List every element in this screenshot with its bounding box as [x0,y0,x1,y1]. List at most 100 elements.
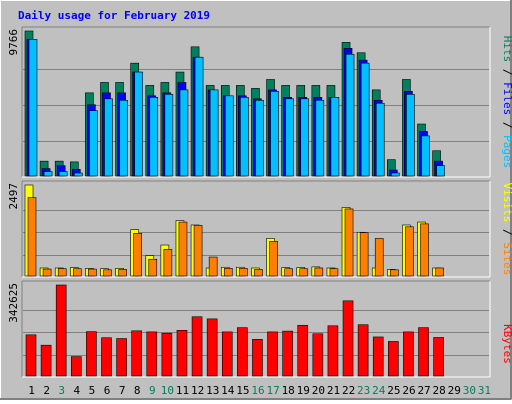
pages-bar [270,91,279,177]
pages-bar [330,97,340,177]
sites-bar [72,268,82,277]
day-label: 23 [357,384,370,397]
day-label: 7 [119,384,126,397]
kbytes-bar [40,344,52,377]
day-label: 13 [206,384,219,397]
pages-bar [436,165,445,177]
y-max-label-3: 342625 [7,283,20,323]
day-label: 20 [312,384,325,397]
kbytes-bar [267,331,278,377]
sites-bar [299,268,309,277]
day-label: 6 [104,384,111,397]
sites-bar [435,267,444,277]
day-label: 15 [236,384,249,397]
y-max-label-1: 9766 [7,29,20,56]
kbytes-bar [372,336,384,377]
legend-pages: Pages [501,135,512,168]
pages-bar [345,53,355,177]
kbytes-bar [55,284,67,377]
kbytes-bar [237,327,248,377]
pages-bar [134,71,143,177]
pages-bar [421,135,430,177]
kbytes-bar [297,324,309,377]
sites-bar [27,197,37,277]
day-label: 10 [161,384,174,397]
sites-bar [178,221,188,277]
day-label: 22 [342,384,355,397]
pages-bar [375,102,385,177]
kbytes-bar [388,341,399,377]
pages-bar [240,97,249,177]
day-label: 18 [282,384,295,397]
day-label: 1 [28,384,35,397]
sites-bar [42,268,52,277]
sites-bar [223,268,233,277]
sites-bar [344,208,354,277]
kbytes-bar [221,331,233,377]
pages-bar [224,95,234,177]
pages-bar [360,62,370,177]
pages-bar [179,89,189,177]
legend-sites: Sites [501,242,512,275]
sites-bar [163,249,173,277]
pages-bar [391,172,400,177]
pages-bar [194,56,204,177]
kbytes-bar [131,330,142,377]
kbytes-bar [25,334,37,377]
legend-panel-3: KBytes [501,324,512,364]
kbytes-bar [252,339,263,377]
day-label: 21 [327,384,340,397]
sites-bar [284,268,293,277]
legend-files: Files [501,82,512,115]
legend-kbytes: KBytes [501,324,512,364]
day-label: 28 [433,384,446,397]
pages-bar [164,94,174,177]
legend-panel-1: Hits / Files / Pages [501,36,512,169]
sites-bar [269,241,278,277]
day-label: 25 [387,384,400,397]
sites-bar [314,267,324,277]
kbytes-bar [116,338,127,377]
kbytes-bar [191,316,203,377]
kbytes-bar [327,325,339,377]
sites-bar [88,268,97,277]
day-label: 16 [251,384,264,397]
kbytes-bar [176,330,188,377]
sites-bar [405,226,414,277]
sites-bar [239,268,248,277]
sites-bar [133,233,142,277]
chart-title: Daily usage for February 2019 [18,9,211,22]
kbytes-bar [86,331,97,377]
pages-bar [119,99,128,177]
day-label: 4 [74,384,81,397]
sites-bar [148,258,158,277]
sites-bar [374,238,384,277]
pages-bar [28,39,38,177]
sites-bar [254,269,263,277]
kbytes-bar [206,318,218,377]
day-label: 12 [191,384,204,397]
pages-bar [58,171,68,177]
kbytes-bar [357,324,369,377]
pages-bar [149,97,159,177]
kbytes-bar [146,331,158,377]
kbytes-bar [418,327,429,377]
kbytes-bar [101,337,112,377]
sites-bar [390,269,399,277]
sites-bar [57,268,67,277]
kbytes-bar [282,330,293,377]
day-label: 29 [448,384,461,397]
day-label: 14 [221,384,235,397]
day-label: 31 [478,384,491,397]
sites-bar [118,269,127,277]
day-label: 30 [463,384,476,397]
sites-bar [359,232,369,277]
sites-bar [193,225,203,277]
kbytes-bar [161,332,173,377]
pages-bar [315,99,325,177]
legend-panel-2: Visits / Sites [501,183,512,276]
legend-hits: Hits [501,36,512,63]
kbytes-bar [312,333,324,377]
sites-bar [329,268,339,277]
